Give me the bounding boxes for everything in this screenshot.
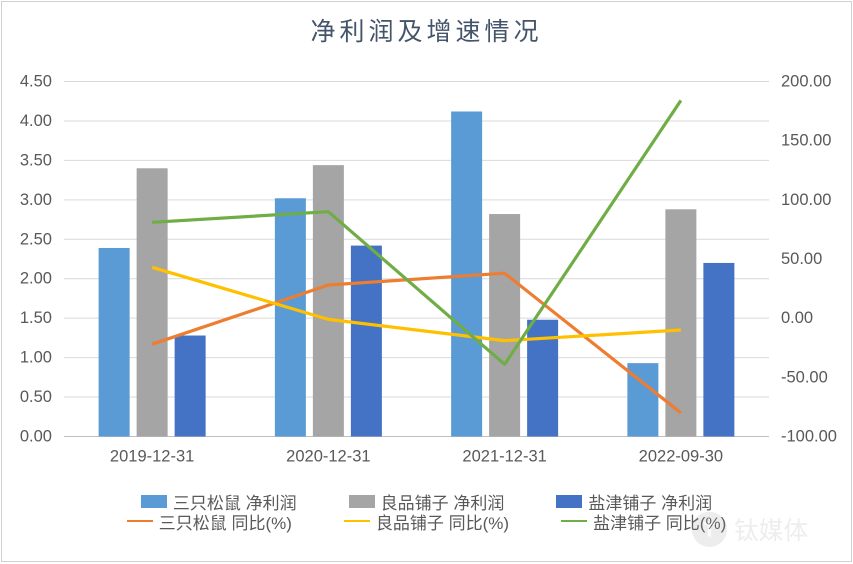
svg-text:2021-12-31: 2021-12-31 [462, 448, 546, 466]
svg-text:2022-09-30: 2022-09-30 [639, 448, 723, 466]
svg-text:0.50: 0.50 [20, 388, 52, 406]
svg-text:4.00: 4.00 [20, 112, 52, 130]
svg-text:1.00: 1.00 [20, 349, 52, 367]
svg-text:2019-12-31: 2019-12-31 [110, 448, 194, 466]
svg-text:2020-12-31: 2020-12-31 [286, 448, 370, 466]
svg-text:1.50: 1.50 [20, 309, 52, 327]
svg-text:0.00: 0.00 [20, 428, 52, 446]
svg-text:50.00: 50.00 [781, 250, 822, 268]
svg-text:100.00: 100.00 [781, 191, 831, 209]
svg-text:-50.00: -50.00 [781, 368, 828, 386]
svg-text:2.00: 2.00 [20, 270, 52, 288]
svg-text:0.00: 0.00 [781, 309, 813, 327]
svg-text:150.00: 150.00 [781, 132, 831, 150]
svg-text:2.50: 2.50 [20, 230, 52, 248]
svg-text:-100.00: -100.00 [781, 428, 837, 446]
svg-text:3.00: 3.00 [20, 191, 52, 209]
svg-text:4.50: 4.50 [20, 73, 52, 91]
svg-text:3.50: 3.50 [20, 151, 52, 169]
svg-text:200.00: 200.00 [781, 73, 831, 91]
